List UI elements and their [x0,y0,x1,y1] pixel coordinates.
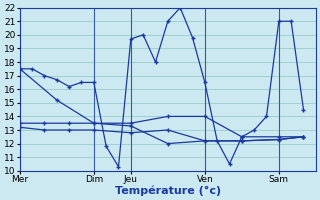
X-axis label: Température (°c): Température (°c) [115,185,221,196]
